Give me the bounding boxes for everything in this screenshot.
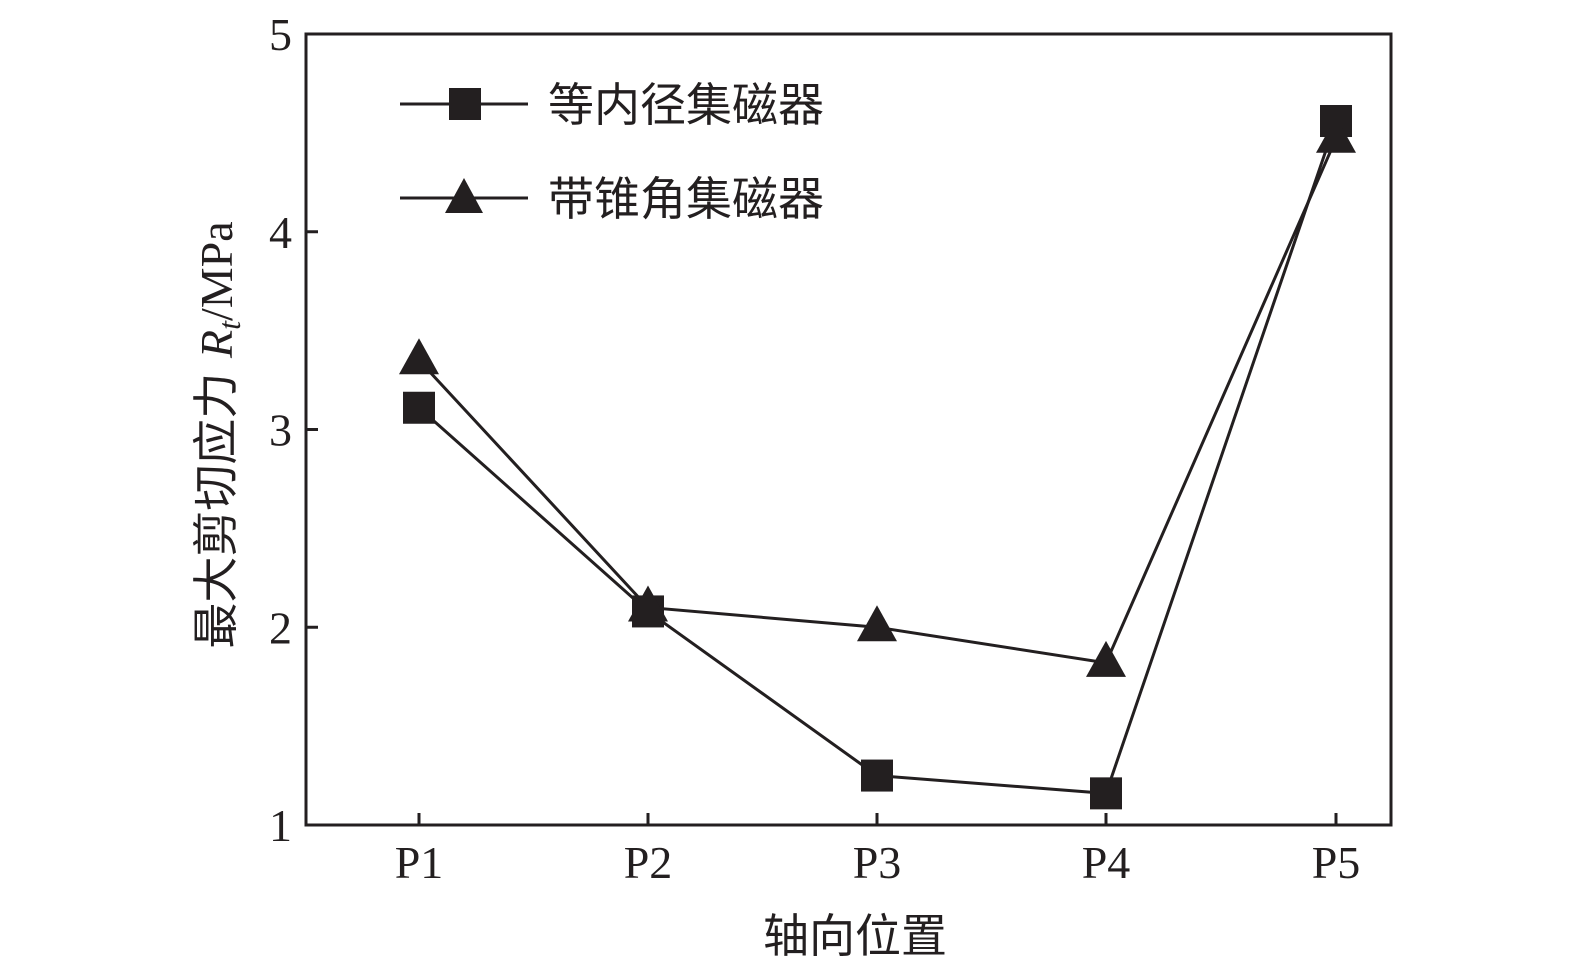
data-point-square-p3	[861, 759, 893, 792]
data-point-square-p4	[1090, 777, 1122, 810]
legend-square-marker	[449, 88, 481, 120]
data-point-triangle-p2	[628, 585, 668, 622]
x-axis-title: 轴向位置	[763, 909, 947, 963]
plot-frame	[304, 32, 1393, 827]
x-tick-label: P3	[853, 837, 902, 888]
y-tick-label: 3	[269, 405, 292, 456]
y-axis-title-symbol: R	[191, 330, 242, 359]
legend-label-series-1: 等内径集磁器	[548, 78, 824, 132]
y-axis-title-prefix: 最大剪切应力	[189, 358, 243, 649]
y-axis: 1 2 3 4 5	[269, 9, 318, 851]
x-axis: P1 P2 P3 P4 P5	[395, 813, 1361, 888]
y-tick-label: 1	[269, 800, 292, 851]
x-tick-label: P2	[624, 837, 673, 888]
x-tick-label: P4	[1082, 837, 1131, 888]
series-layer	[399, 105, 1356, 810]
y-axis-title-unit: /MPa	[191, 221, 242, 321]
x-tick-label: P5	[1312, 837, 1361, 888]
legend-label-series-2: 带锥角集磁器	[548, 172, 824, 226]
legend-triangle-marker	[445, 178, 483, 213]
y-axis-title: 最大剪切应力 Rt/MPa	[189, 221, 247, 648]
y-axis-title-subscript: t	[211, 320, 247, 330]
data-point-triangle-p4	[1086, 640, 1126, 677]
x-tick-label: P1	[395, 837, 444, 888]
y-tick-label: 5	[269, 9, 292, 60]
data-point-triangle-p1	[399, 338, 439, 375]
data-point-square-p1	[403, 391, 435, 424]
legend: 等内径集磁器 带锥角集磁器	[400, 78, 824, 226]
y-tick-label: 4	[269, 207, 292, 258]
data-point-triangle-p5	[1316, 116, 1356, 153]
data-point-triangle-p3	[857, 605, 897, 642]
y-tick-label: 2	[269, 602, 292, 653]
